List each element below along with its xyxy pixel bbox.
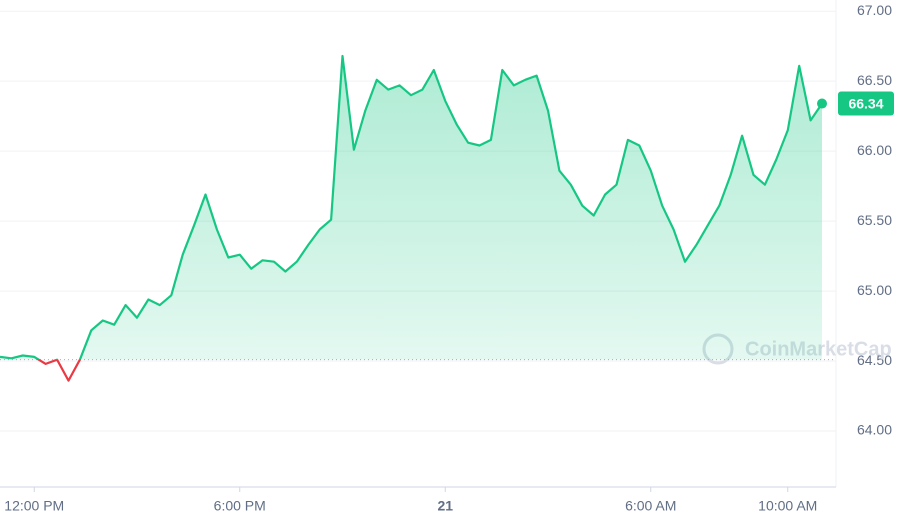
y-tick-label: 64.50	[857, 352, 892, 368]
price-area	[0, 56, 822, 360]
last-point	[817, 98, 827, 109]
y-tick-label: 64.00	[857, 422, 892, 438]
x-tick-label: 6:00 PM	[214, 498, 266, 514]
y-tick-label: 66.00	[857, 142, 892, 158]
price-badge	[838, 91, 894, 116]
y-tick-label: 65.50	[857, 212, 892, 228]
y-tick-label: 67.00	[857, 2, 892, 18]
x-tick-label: 12:00 PM	[4, 498, 64, 514]
price-line	[0, 54, 823, 382]
x-tick-label: 10:00 AM	[758, 498, 817, 514]
y-tick-label: 65.00	[857, 282, 892, 298]
x-tick-label: 6:00 AM	[625, 498, 676, 514]
price-badge-label: 66.34	[848, 95, 883, 111]
y-tick-label: 66.50	[857, 72, 892, 88]
x-tick-label: 21	[437, 498, 453, 514]
